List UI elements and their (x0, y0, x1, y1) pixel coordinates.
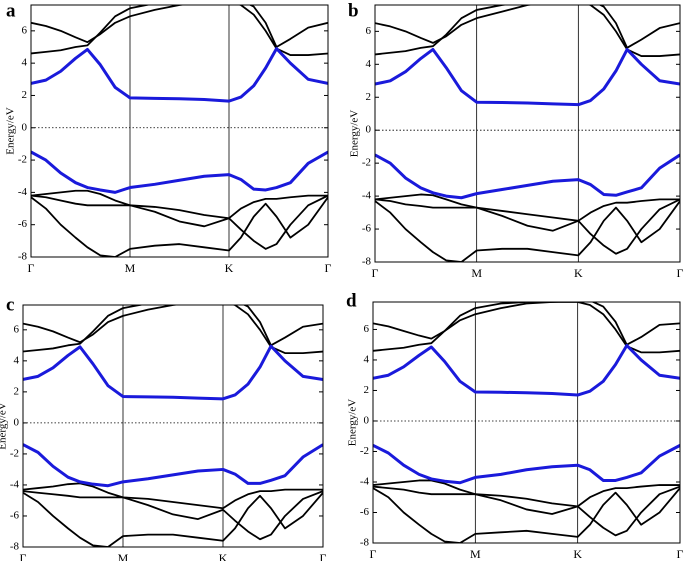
band-line (31, 196, 328, 257)
panel-label: a (6, 0, 16, 21)
x-tick-label: Γ (325, 261, 332, 275)
band-line (23, 482, 323, 510)
band-line (373, 479, 680, 508)
y-tick-label: -6 (362, 223, 372, 235)
panel-label: c (6, 294, 14, 315)
band-line (373, 485, 680, 537)
y-tick-label: 4 (364, 353, 370, 365)
y-tick-label: -2 (362, 157, 371, 169)
y-tick-label: 6 (366, 25, 372, 37)
band-line (373, 444, 680, 485)
y-tick-label: -6 (10, 510, 20, 522)
y-tick-label: 4 (22, 57, 28, 69)
y-tick-label: 4 (14, 354, 20, 366)
band-line (375, 5, 680, 49)
band-line (375, 193, 680, 222)
band-line (373, 302, 680, 354)
y-tick-label: -4 (18, 186, 28, 198)
band-line (375, 47, 680, 107)
x-tick-label: K (225, 261, 234, 275)
x-tick-label: Γ (370, 547, 377, 561)
x-tick-label: Γ (28, 261, 35, 275)
y-axis-label: Energy/eV (347, 399, 359, 447)
band-line (31, 150, 328, 194)
bands (373, 302, 680, 543)
band-line (373, 487, 680, 543)
panel-label: b (348, 0, 359, 21)
y-tick-label: 6 (364, 323, 370, 335)
y-tick-label: 0 (366, 124, 372, 136)
y-tick-label: 2 (14, 385, 20, 397)
y-tick-label: 2 (364, 384, 370, 396)
band-line (375, 198, 680, 255)
plot-frame (374, 4, 681, 263)
y-tick-label: -8 (362, 256, 372, 268)
y-tick-label: -8 (360, 537, 370, 549)
y-tick-label: -8 (10, 541, 20, 553)
y-tick-label: 2 (22, 89, 28, 101)
x-tick-label: M (125, 261, 136, 275)
y-tick-label: -4 (362, 190, 372, 202)
x-tick-label: M (471, 266, 482, 280)
y-tick-label: -2 (360, 445, 369, 457)
x-tick-label: K (573, 547, 582, 561)
y-tick-label: -6 (360, 506, 370, 518)
plot-frame (30, 4, 329, 258)
y-axis-label: Energy/eV (0, 402, 9, 450)
y-tick-label: -6 (18, 218, 28, 230)
band-line (23, 305, 323, 347)
band-line (23, 305, 323, 354)
y-axis-label: Energy/eV (5, 107, 17, 155)
x-tick-label: M (470, 547, 481, 561)
plot-frame (372, 301, 681, 544)
y-tick-label: -4 (360, 476, 370, 488)
x-tick-label: Γ (372, 266, 379, 280)
plot-frame (22, 304, 324, 548)
band-line (373, 343, 680, 397)
band-line (31, 194, 328, 250)
band-line (23, 443, 323, 488)
band-line (31, 47, 328, 103)
y-axis-label: Energy/eV (349, 110, 361, 158)
band-line (23, 491, 323, 547)
bands (23, 305, 323, 547)
bands (375, 5, 680, 262)
y-tick-label: 2 (366, 91, 372, 103)
band-line (31, 189, 328, 220)
band-line (373, 302, 680, 346)
band-line (375, 200, 680, 262)
y-tick-label: -2 (18, 154, 27, 166)
y-tick-label: -8 (18, 251, 28, 263)
band-line (375, 5, 680, 57)
panel-label: d (346, 290, 357, 311)
x-tick-label: M (118, 551, 129, 561)
y-tick-label: 0 (14, 416, 20, 428)
band-line (23, 490, 323, 541)
x-tick-label: Γ (677, 547, 684, 561)
y-tick-label: 0 (364, 415, 370, 427)
x-tick-label: Γ (20, 551, 27, 561)
y-tick-label: 6 (14, 323, 20, 335)
y-tick-label: 6 (22, 24, 28, 36)
y-tick-label: 4 (366, 58, 372, 70)
y-tick-label: -2 (10, 447, 19, 459)
band-line (31, 5, 328, 48)
y-tick-label: 0 (22, 121, 28, 133)
band-line (375, 153, 680, 200)
band-line (23, 344, 323, 401)
x-tick-label: Γ (320, 551, 327, 561)
x-tick-label: K (219, 551, 228, 561)
bands (31, 5, 328, 257)
x-tick-label: K (574, 266, 583, 280)
y-tick-label: -4 (10, 478, 20, 490)
band-line (31, 5, 328, 56)
x-tick-label: Γ (677, 266, 684, 280)
